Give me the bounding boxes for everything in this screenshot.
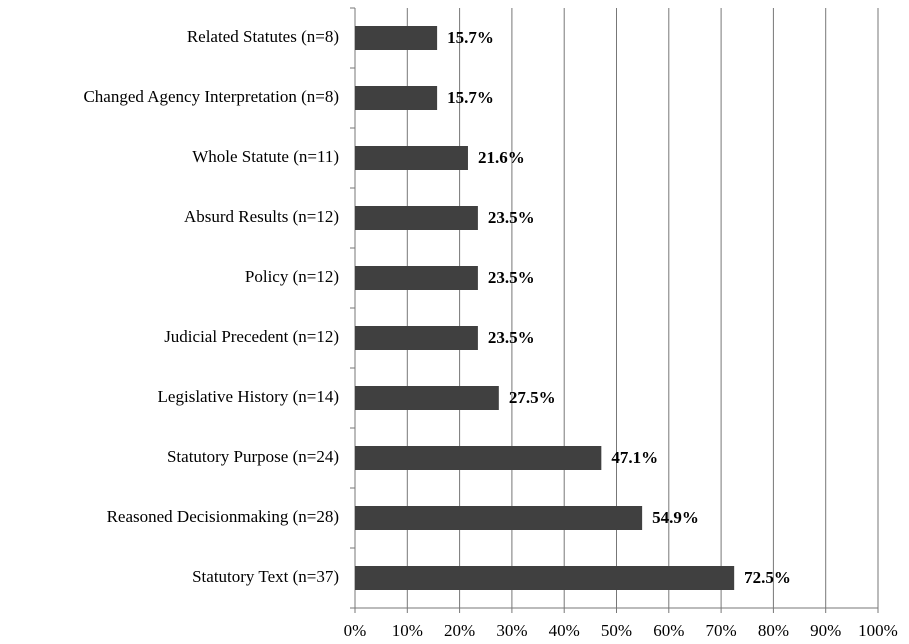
value-label: 23.5%: [488, 208, 535, 227]
y-tick-label: Changed Agency Interpretation (n=8): [83, 87, 339, 106]
value-label: 47.1%: [611, 448, 658, 467]
x-tick-label: 90%: [810, 621, 841, 640]
y-tick-label: Statutory Text (n=37): [192, 567, 339, 586]
value-label: 23.5%: [488, 268, 535, 287]
bar: [355, 266, 478, 290]
y-tick-label: Legislative History (n=14): [158, 387, 339, 406]
y-tick-label: Judicial Precedent (n=12): [164, 327, 339, 346]
x-tick-label: 20%: [444, 621, 475, 640]
bar: [355, 206, 478, 230]
bar: [355, 386, 499, 410]
x-tick-label: 40%: [549, 621, 580, 640]
x-tick-label: 50%: [601, 621, 632, 640]
x-tick-label: 60%: [653, 621, 684, 640]
y-tick-label: Policy (n=12): [245, 267, 339, 286]
value-label: 72.5%: [744, 568, 791, 587]
value-label: 54.9%: [652, 508, 699, 527]
value-label: 27.5%: [509, 388, 556, 407]
bar: [355, 446, 602, 470]
bar: [355, 566, 735, 590]
x-tick-label: 80%: [758, 621, 789, 640]
x-tick-label: 0%: [344, 621, 367, 640]
value-label: 15.7%: [447, 28, 494, 47]
value-label: 21.6%: [478, 148, 525, 167]
bar: [355, 86, 438, 110]
bar: [355, 326, 478, 350]
bar: [355, 146, 468, 170]
value-label: 15.7%: [447, 88, 494, 107]
bar: [355, 506, 643, 530]
value-label: 23.5%: [488, 328, 535, 347]
y-tick-label: Absurd Results (n=12): [184, 207, 339, 226]
y-tick-label: Reasoned Decisionmaking (n=28): [107, 507, 339, 526]
x-tick-label: 70%: [706, 621, 737, 640]
x-tick-label: 30%: [496, 621, 527, 640]
x-tick-label: 10%: [392, 621, 423, 640]
x-tick-label: 100%: [858, 621, 898, 640]
y-tick-label: Statutory Purpose (n=24): [167, 447, 339, 466]
bar: [355, 26, 438, 50]
y-tick-label: Related Statutes (n=8): [187, 27, 339, 46]
y-tick-label: Whole Statute (n=11): [192, 147, 339, 166]
